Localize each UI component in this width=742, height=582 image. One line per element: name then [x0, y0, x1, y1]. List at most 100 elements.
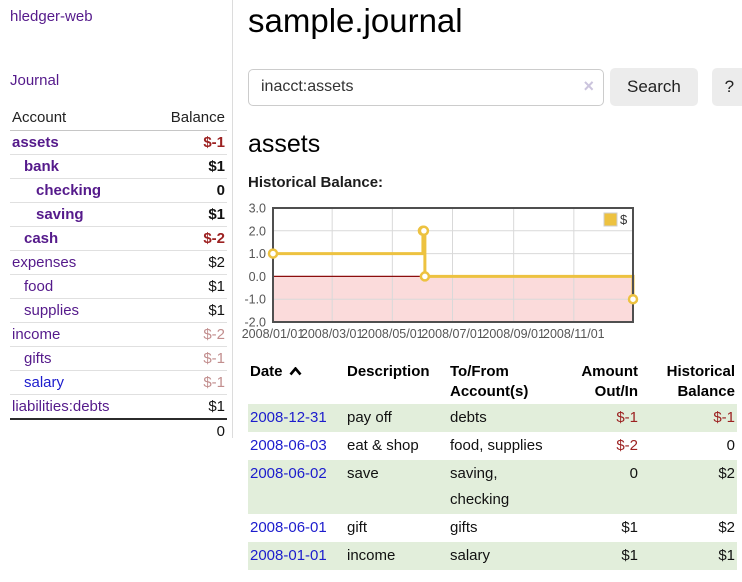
account-column-header: Account [12, 109, 67, 126]
transaction-row: 2008-01-01 income salary $1 $1 [248, 542, 737, 570]
sidebar-account-link[interactable]: cash [24, 230, 59, 247]
page-title: sample.journal [248, 2, 463, 39]
transaction-amount: $-2 [616, 437, 638, 454]
transaction-description: gift [347, 519, 368, 536]
account-balance: $1 [208, 206, 225, 223]
account-total-row: 0 [10, 418, 227, 440]
data-point-marker[interactable] [418, 225, 430, 237]
account-heading: assets [248, 130, 321, 158]
sidebar-account-link[interactable]: expenses [12, 254, 77, 271]
transaction-date-link[interactable]: 2008-06-01 [250, 519, 327, 536]
chart-legend: $ [600, 211, 631, 230]
account-balance: $1 [208, 278, 225, 295]
account-row: liabilities:debts $1 [10, 395, 227, 418]
transaction-accounts: salary [450, 547, 491, 564]
clear-search-icon[interactable]: × [583, 75, 594, 96]
transaction-date-link[interactable]: 2008-06-03 [250, 437, 327, 454]
account-row: gifts $-1 [10, 347, 227, 371]
transaction-row: 2008-12-31 pay off debts $-1 $-1 [248, 404, 737, 432]
legend-label: $ [620, 212, 628, 227]
date-header-label: Date [250, 363, 283, 380]
account-row: cash $-2 [10, 227, 227, 251]
help-button[interactable]: ? [711, 68, 742, 106]
sidebar-account-link[interactable]: assets [12, 134, 59, 151]
transaction-date-link[interactable]: 2008-06-02 [250, 465, 327, 482]
y-tick-label: -1.0 [244, 293, 266, 307]
accounts-header-label: To/From Account(s) [450, 363, 529, 400]
transaction-description: pay off [347, 409, 392, 426]
search-input[interactable] [248, 68, 604, 106]
transaction-balance: $2 [718, 519, 735, 536]
account-row: assets $-1 [10, 131, 227, 155]
transaction-description: eat & shop [347, 437, 419, 454]
transaction-description: save [347, 465, 379, 482]
x-tick-label: 2008/09/01 [482, 327, 545, 341]
transaction-balance: $-1 [713, 409, 735, 426]
sidebar-account-link[interactable]: salary [24, 374, 65, 391]
amount-header-label: Amount Out/In [581, 363, 638, 400]
y-tick-label: 1.0 [249, 247, 266, 261]
x-tick-label: 2008/03/01 [301, 327, 364, 341]
register-table: Date Description To/From Account(s) Amou… [248, 360, 737, 570]
account-row: bank $1 [10, 155, 227, 179]
column-header-amount: Amount Out/In [552, 360, 640, 404]
account-row: expenses $2 [10, 251, 227, 275]
account-row: salary $-1 [10, 371, 227, 395]
sidebar-account-link[interactable]: checking [36, 182, 102, 199]
plot-border [272, 207, 634, 323]
account-row: saving $1 [10, 203, 227, 227]
account-balance: $2 [208, 254, 225, 271]
sidebar-account-link[interactable]: food [24, 278, 54, 295]
account-row: checking 0 [10, 179, 227, 203]
transaction-amount: $-1 [616, 409, 638, 426]
data-point-marker[interactable] [419, 271, 431, 282]
sidebar-account-link[interactable]: gifts [24, 350, 52, 367]
data-point-marker[interactable] [627, 293, 639, 305]
search-row: × Search ? [248, 68, 742, 106]
account-balance: $-2 [203, 230, 225, 247]
transaction-amount: $1 [621, 519, 638, 536]
balance-header-label: Historical Balance [666, 363, 735, 400]
account-row: food $1 [10, 275, 227, 299]
transaction-description: income [347, 547, 396, 564]
sidebar-account-link[interactable]: liabilities:debts [12, 398, 110, 415]
transaction-row: 2008-06-01 gift gifts $1 $2 [248, 514, 737, 542]
x-tick-label: 2008/01/01 [242, 327, 305, 341]
legend-swatch [603, 212, 618, 227]
sidebar-item-journal[interactable]: Journal [10, 72, 60, 89]
transaction-date-link[interactable]: 2008-12-31 [250, 409, 327, 426]
transaction-amount: $1 [621, 547, 638, 564]
search-button[interactable]: Search [610, 68, 698, 106]
column-header-balance: Historical Balance [640, 360, 737, 404]
transaction-amount: 0 [629, 465, 638, 482]
transaction-balance: 0 [726, 437, 735, 454]
account-balance: $-2 [203, 326, 225, 343]
sidebar-account-link[interactable]: saving [36, 206, 84, 223]
y-tick-label: 3.0 [249, 202, 266, 216]
transaction-accounts: saving, checking [450, 465, 510, 508]
sidebar-account-link[interactable]: income [12, 326, 61, 343]
page: hledger-web Journal Account Balance asse… [10, 0, 742, 570]
account-balance: $-1 [203, 134, 225, 151]
x-tick-label: 2008/05/01 [361, 327, 424, 341]
column-header-date[interactable]: Date [248, 360, 345, 404]
app-title-link[interactable]: hledger-web [10, 8, 93, 25]
account-balance: $1 [208, 398, 225, 415]
account-balance: $-1 [203, 374, 225, 391]
column-header-accounts: To/From Account(s) [448, 360, 552, 404]
transaction-accounts: food, supplies [450, 437, 543, 454]
account-balance-table: Account Balance assets $-1 bank $1 checking 0… [10, 108, 227, 440]
transaction-balance: $2 [718, 465, 735, 482]
y-tick-label: 2.0 [249, 224, 266, 238]
account-balance: $-1 [203, 350, 225, 367]
sidebar-account-link[interactable]: supplies [24, 302, 80, 319]
account-row: income $-2 [10, 323, 227, 347]
account-rows: assets $-1 bank $1 checking 0 saving $1 cash $-2 e… [10, 131, 227, 418]
sort-ascending-icon [289, 366, 302, 376]
transaction-row: 2008-06-03 eat & shop food, supplies $-2 0 [248, 432, 737, 460]
historical-balance-chart[interactable]: $3.0 2.0 1.0 0.0 -1.0 -2.0 2008/01/01 2008/03/0… [242, 202, 742, 352]
transaction-balance: $1 [718, 547, 735, 564]
data-point-marker[interactable] [267, 248, 279, 259]
transaction-date-link[interactable]: 2008-01-01 [250, 547, 327, 564]
sidebar-account-link[interactable]: bank [24, 158, 60, 175]
